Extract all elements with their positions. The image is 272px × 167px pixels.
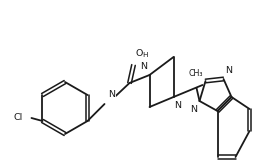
- Text: H: H: [143, 52, 148, 58]
- Text: N: N: [141, 62, 147, 71]
- Text: N: N: [190, 105, 197, 114]
- Text: Cl: Cl: [13, 113, 23, 122]
- Text: O: O: [135, 49, 143, 58]
- Text: CH₃: CH₃: [188, 69, 203, 78]
- Text: N: N: [175, 101, 181, 110]
- Text: N: N: [225, 66, 233, 75]
- Text: N: N: [109, 90, 116, 99]
